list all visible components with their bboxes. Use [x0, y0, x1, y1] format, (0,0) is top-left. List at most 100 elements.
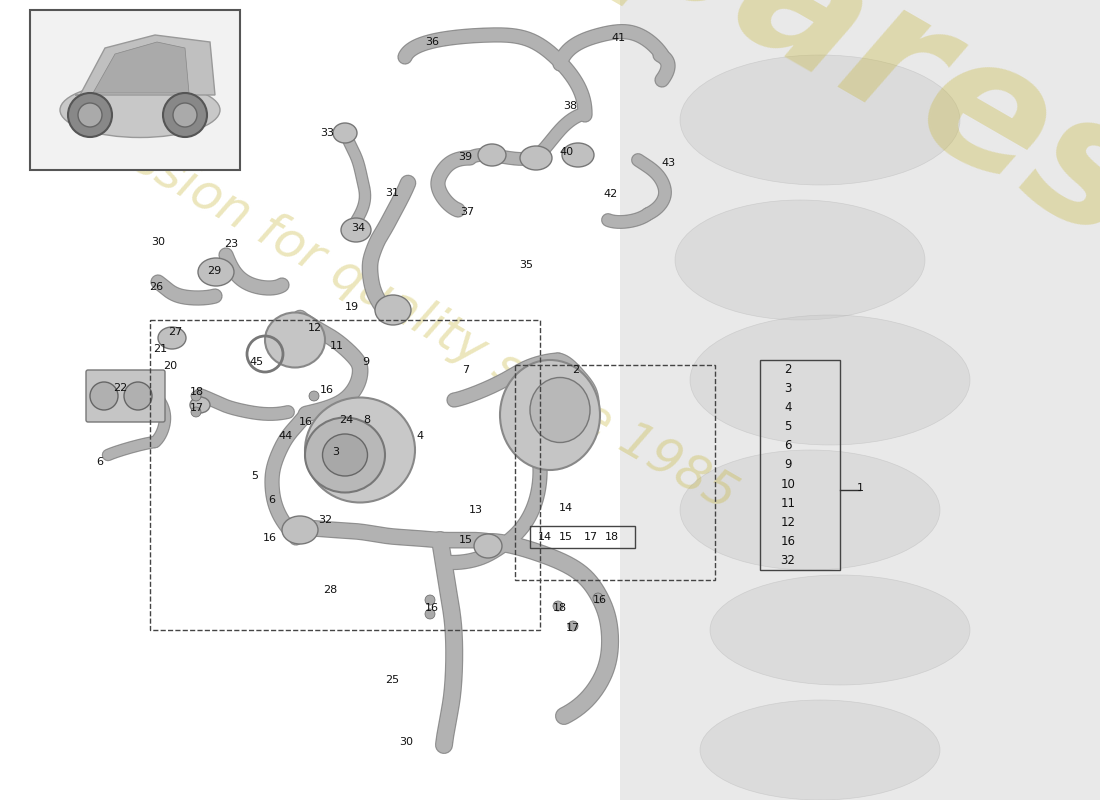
Ellipse shape	[710, 575, 970, 685]
Text: 18: 18	[190, 387, 205, 397]
Text: 20: 20	[163, 361, 177, 371]
Text: 34: 34	[351, 223, 365, 233]
Ellipse shape	[198, 258, 234, 286]
Circle shape	[124, 382, 152, 410]
Text: 10: 10	[781, 478, 795, 490]
Polygon shape	[75, 35, 214, 95]
Ellipse shape	[690, 315, 970, 445]
Text: 5: 5	[784, 420, 792, 434]
Text: 6: 6	[784, 439, 792, 453]
Ellipse shape	[341, 218, 371, 242]
Circle shape	[553, 601, 563, 611]
Text: 3: 3	[784, 382, 792, 395]
Circle shape	[173, 103, 197, 127]
Bar	[760, 360, 840, 570]
Text: 18: 18	[605, 532, 619, 542]
Ellipse shape	[500, 360, 600, 470]
Text: 2: 2	[784, 363, 792, 376]
Text: 24: 24	[339, 415, 353, 425]
Text: 42: 42	[604, 189, 618, 199]
Text: 27: 27	[168, 327, 183, 337]
Text: 14: 14	[538, 532, 552, 542]
Ellipse shape	[282, 516, 318, 544]
Text: 26: 26	[148, 282, 163, 292]
Text: 32: 32	[781, 554, 795, 567]
Ellipse shape	[333, 123, 358, 143]
Circle shape	[68, 93, 112, 137]
Text: 28: 28	[323, 585, 337, 595]
Ellipse shape	[680, 450, 940, 570]
Text: 9: 9	[784, 458, 792, 471]
Text: 17: 17	[190, 403, 205, 413]
Ellipse shape	[190, 397, 210, 413]
Ellipse shape	[700, 700, 940, 800]
Ellipse shape	[158, 327, 186, 349]
Text: 17: 17	[565, 623, 580, 633]
Ellipse shape	[530, 378, 590, 442]
Text: 16: 16	[263, 533, 277, 543]
Text: 41: 41	[610, 33, 625, 43]
Bar	[530, 526, 635, 548]
Ellipse shape	[478, 144, 506, 166]
Text: 36: 36	[425, 37, 439, 47]
Text: 12: 12	[781, 516, 795, 529]
Text: 44: 44	[279, 431, 293, 441]
FancyBboxPatch shape	[86, 370, 165, 422]
Circle shape	[78, 103, 102, 127]
Bar	[515, 365, 715, 580]
Text: 4: 4	[417, 431, 424, 441]
Text: 15: 15	[459, 535, 473, 545]
Circle shape	[425, 595, 435, 605]
Text: 4: 4	[784, 402, 792, 414]
Text: 16: 16	[593, 595, 607, 605]
Text: 33: 33	[320, 128, 334, 138]
Circle shape	[309, 391, 319, 401]
Text: 37: 37	[460, 207, 474, 217]
Text: 25: 25	[385, 675, 399, 685]
Ellipse shape	[375, 295, 411, 325]
Bar	[30, 10, 240, 170]
Ellipse shape	[305, 398, 415, 502]
Ellipse shape	[680, 55, 960, 185]
Text: 32: 32	[318, 515, 332, 525]
Ellipse shape	[305, 418, 385, 493]
Circle shape	[90, 382, 118, 410]
Text: 9: 9	[362, 357, 370, 367]
Text: 40: 40	[559, 147, 573, 157]
Text: 16: 16	[320, 385, 334, 395]
Text: 22: 22	[113, 383, 128, 393]
Ellipse shape	[60, 82, 220, 138]
Text: 39: 39	[458, 152, 472, 162]
Circle shape	[191, 391, 201, 401]
Text: 43: 43	[661, 158, 675, 168]
Text: 38: 38	[563, 101, 578, 111]
Text: 6: 6	[268, 495, 275, 505]
Text: 45: 45	[249, 357, 263, 367]
Text: 23: 23	[224, 239, 238, 249]
Text: 1: 1	[857, 483, 864, 493]
Circle shape	[568, 621, 578, 631]
Text: 31: 31	[385, 188, 399, 198]
Ellipse shape	[675, 200, 925, 320]
Text: 17: 17	[584, 532, 598, 542]
Ellipse shape	[474, 534, 502, 558]
Text: 11: 11	[781, 497, 795, 510]
Text: 14: 14	[559, 503, 573, 513]
Text: 5: 5	[252, 471, 258, 481]
Text: 35: 35	[519, 260, 534, 270]
Text: 19: 19	[345, 302, 359, 312]
Bar	[620, 0, 1100, 800]
Circle shape	[163, 93, 207, 137]
Bar	[150, 320, 540, 630]
Text: 15: 15	[559, 532, 573, 542]
Ellipse shape	[562, 143, 594, 167]
Circle shape	[593, 593, 603, 603]
Text: 16: 16	[781, 535, 795, 548]
Text: 6: 6	[97, 457, 103, 467]
Text: 7: 7	[462, 365, 470, 375]
Ellipse shape	[265, 313, 324, 367]
Text: 29: 29	[207, 266, 221, 276]
Text: 11: 11	[330, 341, 344, 351]
Polygon shape	[94, 42, 189, 93]
Ellipse shape	[520, 146, 552, 170]
